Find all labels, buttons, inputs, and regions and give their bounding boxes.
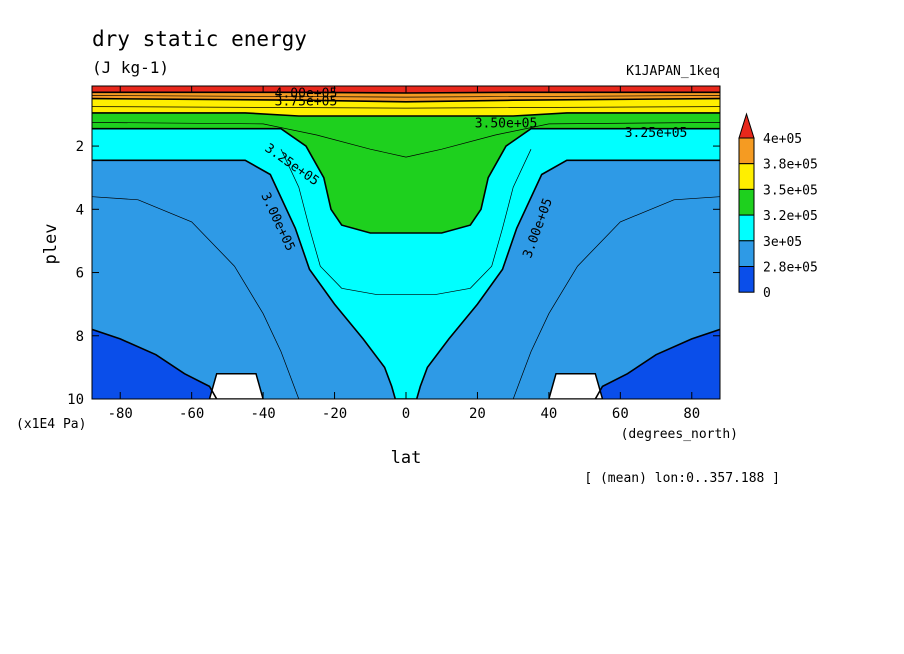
x-tick-label: -60 bbox=[179, 406, 204, 422]
band-325 bbox=[92, 86, 720, 233]
chart-title: dry static energy bbox=[92, 27, 307, 51]
y-tick-label: 4 bbox=[76, 202, 84, 218]
colorbar-swatch bbox=[738, 214, 755, 242]
colorbar-swatch bbox=[738, 188, 755, 216]
colorbar-swatch bbox=[738, 137, 755, 165]
colorbar-legend: 4e+05 3.8e+05 3.5e+05 3.2e+05 3e+05 2.8e+05 0 bbox=[738, 112, 818, 301]
band-300 bbox=[92, 86, 720, 399]
contour-line-minor bbox=[92, 95, 720, 98]
colorbar-label: 4e+05 bbox=[763, 132, 802, 147]
y-axis-label: plev bbox=[41, 224, 61, 265]
x-tick-label: 40 bbox=[540, 406, 557, 422]
x-tick-label: 60 bbox=[612, 406, 629, 422]
y-axis-units: (x1E4 Pa) bbox=[16, 417, 86, 432]
filled-contours bbox=[92, 86, 720, 399]
colorbar-label: 3e+05 bbox=[763, 235, 802, 250]
x-tick-label: 80 bbox=[683, 406, 700, 422]
contour-line-minor bbox=[92, 106, 720, 109]
x-axis-units: (degrees_north) bbox=[621, 427, 738, 442]
colorbar-label: 3.5e+05 bbox=[763, 183, 818, 198]
chart-units: (J kg-1) bbox=[92, 58, 169, 77]
colorbar-swatch bbox=[738, 163, 755, 190]
contour-line bbox=[594, 328, 720, 399]
contour-line bbox=[92, 127, 720, 234]
x-tick-label: -20 bbox=[322, 406, 347, 422]
contour-label: 3.50e+05 bbox=[475, 116, 538, 131]
colorbar-label: 3.2e+05 bbox=[763, 209, 818, 224]
plot-area: 4.00e+053.75e+053.50e+053.25e+053.25e+05… bbox=[67, 85, 721, 422]
contour-line bbox=[92, 159, 720, 399]
colorbar-label: 3.8e+05 bbox=[763, 158, 818, 173]
x-tick-label: -40 bbox=[250, 406, 275, 422]
contour-label: 4.00e+05 bbox=[275, 86, 338, 101]
x-axis-label: lat bbox=[391, 448, 422, 468]
dataset-label: K1JAPAN_1keq bbox=[626, 64, 720, 79]
contour-line-minor bbox=[512, 196, 720, 399]
contour-line bbox=[92, 112, 720, 117]
contour-line-minor bbox=[92, 122, 720, 158]
y-tick-label: 2 bbox=[76, 139, 84, 155]
y-tick-label: 6 bbox=[76, 266, 84, 282]
contour-label: 3.25e+05 bbox=[625, 126, 688, 141]
colorbar-triangle bbox=[738, 112, 755, 139]
contour-line bbox=[92, 328, 218, 399]
x-tick-label: 0 bbox=[402, 406, 410, 422]
colorbar-label: 2.8e+05 bbox=[763, 261, 818, 276]
y-tick-label: 10 bbox=[67, 392, 84, 408]
x-tick-label: 20 bbox=[469, 406, 486, 422]
colorbar-swatch bbox=[738, 266, 755, 293]
colorbar-swatch bbox=[738, 240, 755, 268]
contour-label: 3.75e+05 bbox=[275, 94, 338, 109]
mean-note: [ (mean) lon:0..357.188 ] bbox=[584, 471, 780, 486]
contour-line-minor bbox=[280, 149, 532, 296]
x-tick-label: -80 bbox=[108, 406, 133, 422]
contour-line bbox=[92, 97, 720, 103]
contour-line-minor bbox=[92, 196, 300, 399]
y-tick-label: 8 bbox=[76, 329, 84, 345]
missing-region bbox=[208, 372, 264, 399]
missing-region bbox=[548, 372, 604, 399]
colorbar-label: 0 bbox=[763, 286, 771, 301]
